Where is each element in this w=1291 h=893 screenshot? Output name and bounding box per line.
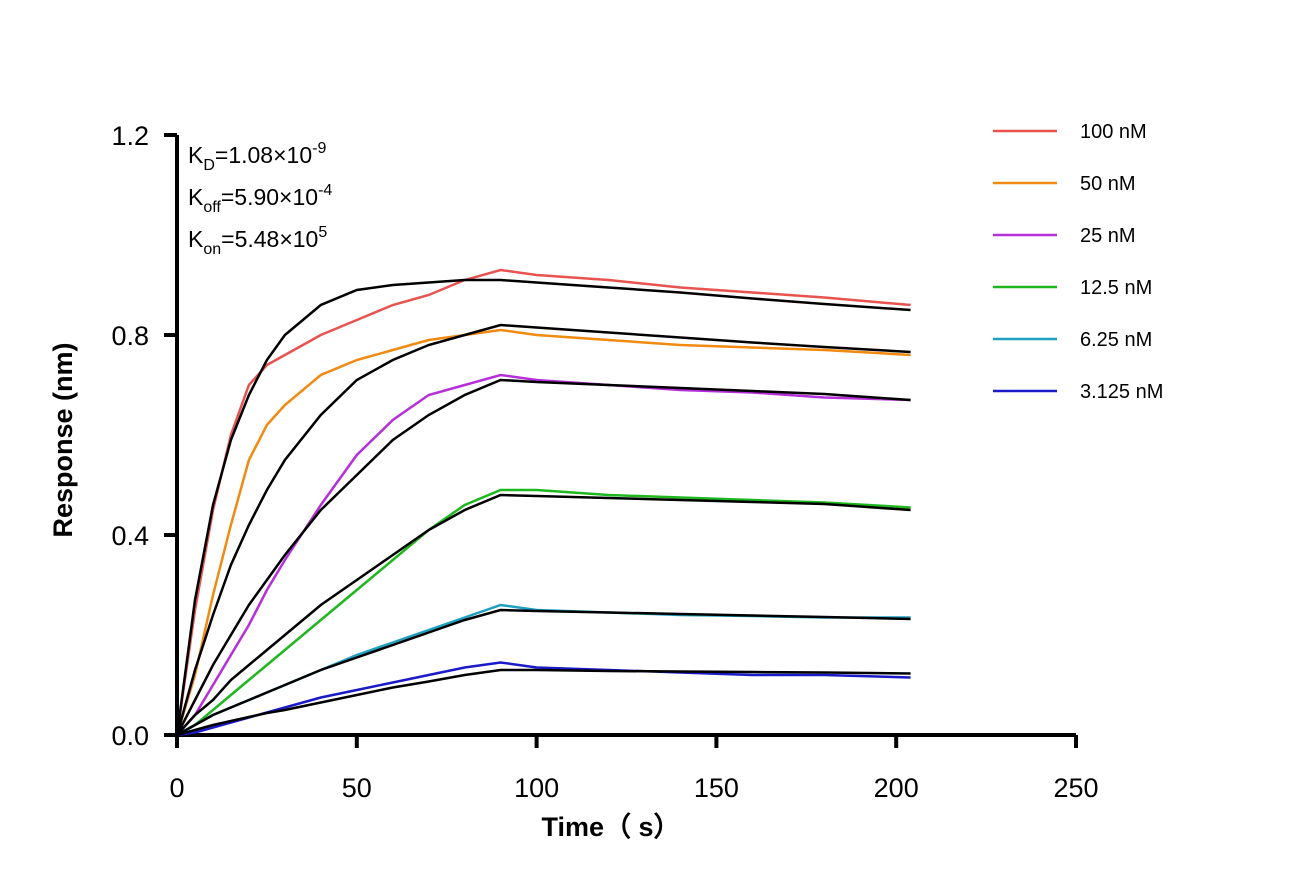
annotation: Koff=5.90×10-4 — [188, 182, 332, 216]
x-tick-label: 150 — [694, 773, 739, 803]
legend-label: 50 nM — [1080, 173, 1136, 195]
annotation-exponent: 5 — [318, 224, 327, 241]
annotation-exponent: -9 — [312, 140, 326, 157]
x-tick-label: 250 — [1053, 773, 1098, 803]
x-tick-label: 0 — [169, 773, 184, 803]
annotation-subscript: off — [203, 199, 221, 216]
fit-line — [175, 323, 911, 736]
y-tick-label: 0.8 — [111, 321, 149, 351]
data-line — [176, 373, 911, 736]
fit-line — [175, 378, 911, 736]
fit-line — [176, 608, 911, 737]
annotation: KD=1.08×10-9 — [188, 140, 326, 174]
legend-label: 100 nM — [1080, 121, 1147, 143]
annotation-text: =5.48×10 — [221, 226, 318, 252]
annotation-subscript: D — [203, 157, 215, 174]
y-tick-label: 0.0 — [111, 721, 149, 751]
fit-line — [176, 668, 911, 737]
legend-label: 3.125 nM — [1080, 381, 1163, 403]
x-axis-label: Time（ s） — [541, 812, 680, 842]
data-line — [175, 268, 911, 736]
x-tick-label: 200 — [874, 773, 919, 803]
annotation-subscript: on — [203, 241, 221, 258]
annotation-symbol: K — [188, 142, 204, 168]
annotation-exponent: -4 — [318, 182, 332, 199]
x-tick-label: 100 — [514, 773, 559, 803]
annotation: Kon=5.48×105 — [188, 224, 327, 258]
y-tick-label: 0.4 — [111, 521, 149, 551]
x-tick-label: 50 — [342, 773, 372, 803]
annotation-symbol: K — [188, 226, 204, 252]
legend-label: 6.25 nM — [1080, 329, 1152, 351]
data-line — [176, 488, 911, 737]
annotation-symbol: K — [188, 184, 204, 210]
data-line — [175, 328, 911, 736]
y-tick-label: 1.2 — [111, 121, 149, 151]
legend-label: 25 nM — [1080, 225, 1136, 247]
legend-label: 12.5 nM — [1080, 277, 1152, 299]
fit-line — [176, 493, 911, 736]
fit-line — [175, 278, 911, 736]
y-axis-label: Response (nm) — [48, 342, 78, 537]
annotation-text: =1.08×10 — [215, 142, 312, 168]
annotation-text: =5.90×10 — [221, 184, 318, 210]
